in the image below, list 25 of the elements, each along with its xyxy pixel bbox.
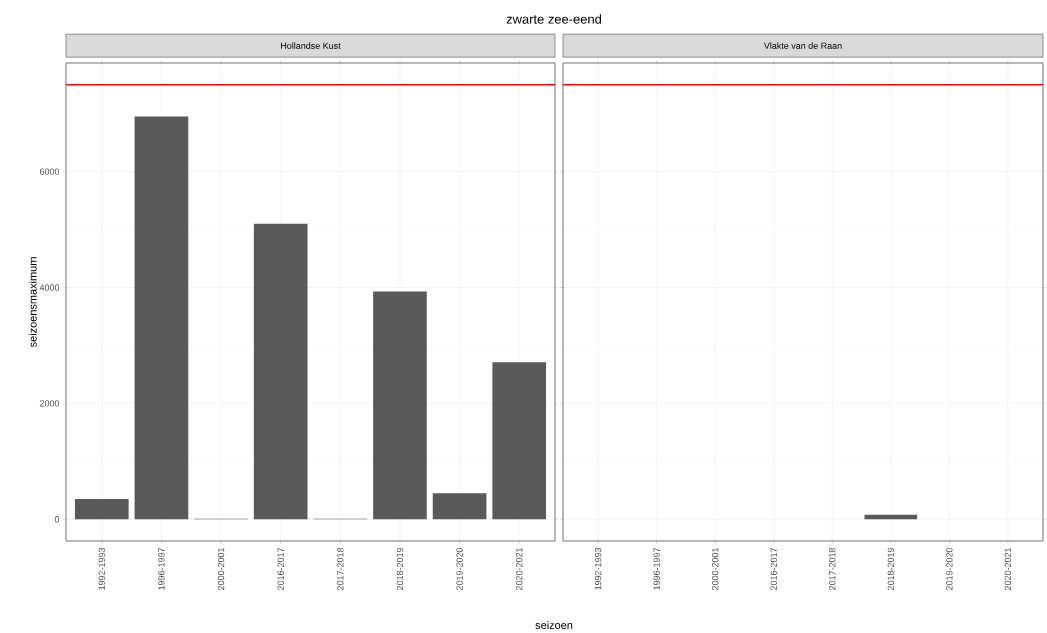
x-tick-label: 1992-1993 <box>98 547 105 590</box>
y-tick-label: 2000 <box>39 400 60 407</box>
x-tick-label: 2016-2017 <box>770 547 777 590</box>
x-tick-label: 2018-2019 <box>396 547 404 590</box>
chart-title: Vlakte van de Raan <box>763 42 842 49</box>
y-tick-label: 4000 <box>39 284 60 291</box>
x-tick-label: 1996-1997 <box>158 547 165 590</box>
x-tick-label: 2019-2020 <box>946 547 953 590</box>
x-tick-label: 1996-1997 <box>653 547 660 590</box>
chart-title: Hollandse Kust <box>281 42 341 49</box>
x-tick-label: 2017-2018 <box>829 547 836 590</box>
text: zwarte zee-eend <box>506 14 602 24</box>
x-tick-label: 2020-2021 <box>516 547 523 590</box>
y-tick-label: 0 <box>54 516 60 523</box>
x-tick-label: 1992-1993 <box>594 547 602 590</box>
x-tick-label: 2020-2021 <box>1004 547 1012 590</box>
x-tick-label: 2018-2019 <box>887 547 894 590</box>
x-tick-label: 2017-2018 <box>337 547 344 590</box>
y-tick-label: 6000 <box>39 168 60 175</box>
y-axis-title: seizoensmaximum <box>28 257 37 348</box>
x-tick-label: 2019-2020 <box>456 547 463 590</box>
x-tick-label: 2016-2017 <box>277 547 284 590</box>
x-tick-label: 2000-2001 <box>712 547 719 590</box>
x-axis-title: seizoen <box>535 620 573 630</box>
x-tick-label: 2000-2001 <box>217 547 225 590</box>
